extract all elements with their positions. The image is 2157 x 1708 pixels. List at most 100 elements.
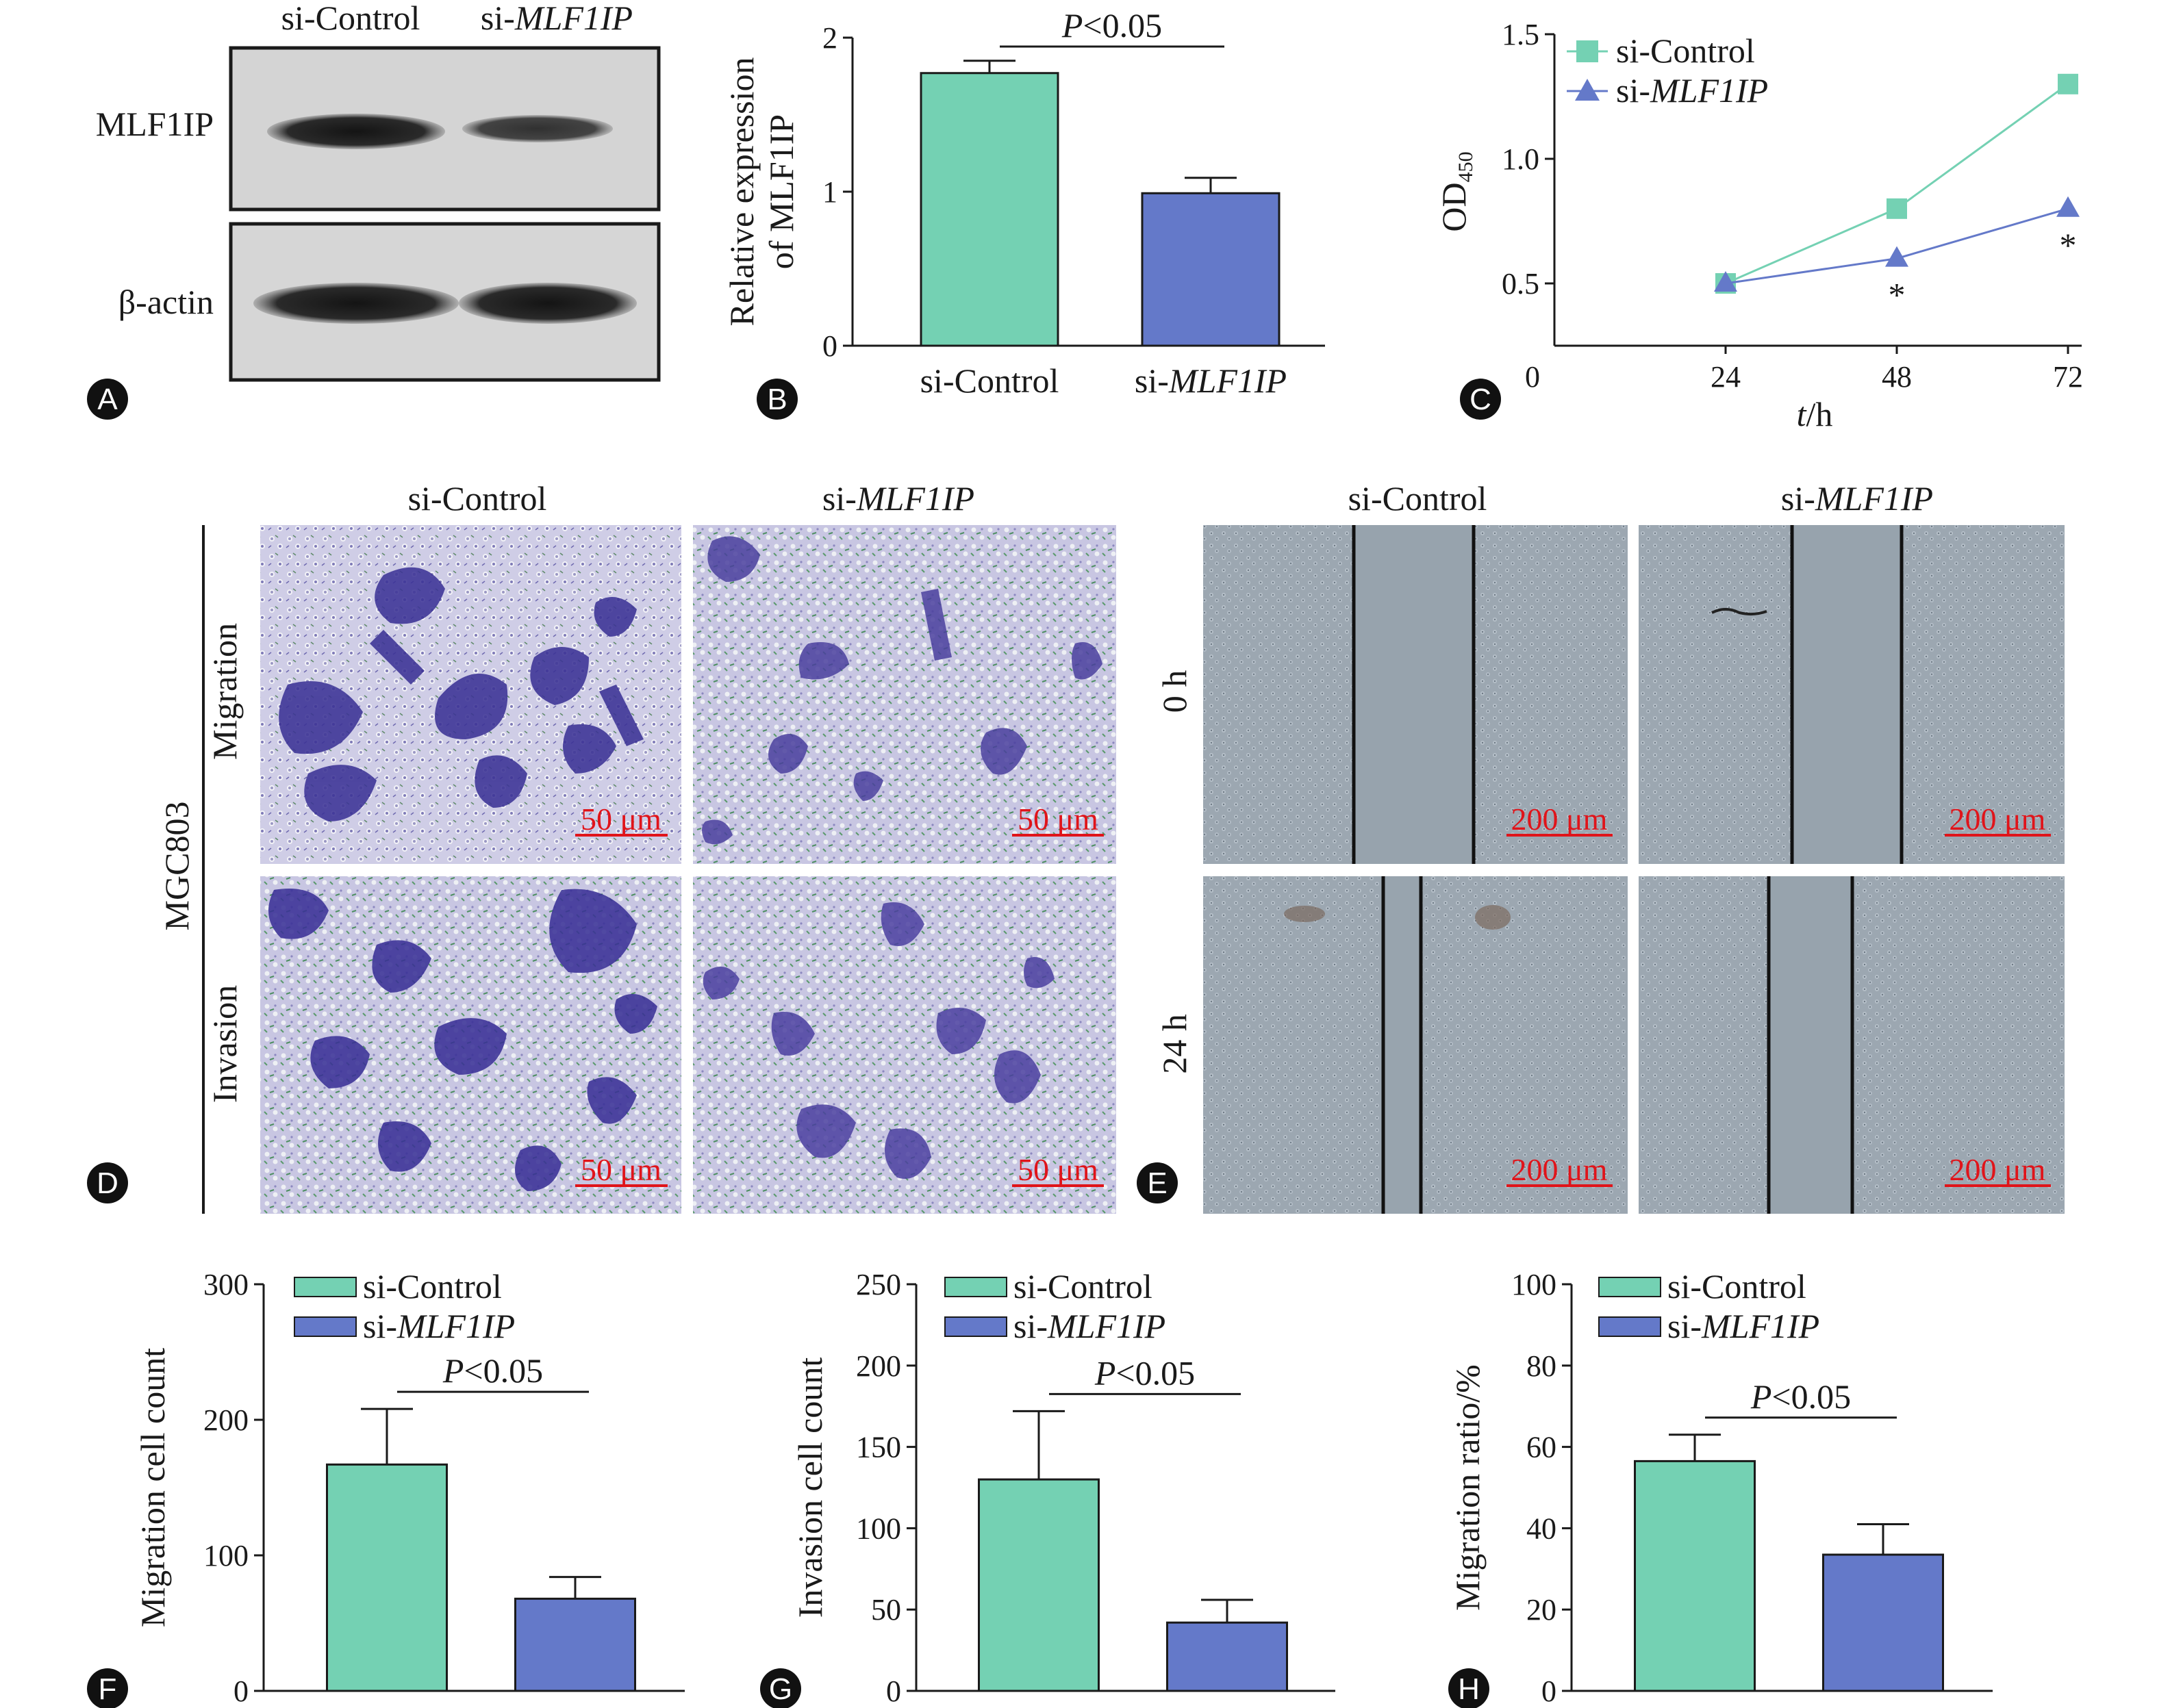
scale-label: 50 μm xyxy=(1018,802,1098,837)
panel-letter-circle xyxy=(87,1668,128,1708)
panel-d-transwell: si-Control si-MLF1IP MGC803 Migration In… xyxy=(87,479,1116,1214)
legend-label: si-MLF1IP xyxy=(1616,71,1768,110)
panel-letter-text: H xyxy=(1458,1672,1480,1706)
legend-label: si-MLF1IP xyxy=(1667,1307,1819,1345)
scale-label: 50 μm xyxy=(1018,1152,1098,1187)
legend-label: si-Control xyxy=(1616,31,1755,70)
wound-image-0h-control: 200 μm xyxy=(1203,525,1628,864)
panel-letter-text: C xyxy=(1469,383,1491,416)
blot-band-knockdown-mlf1ip xyxy=(462,115,613,142)
transwell-row-invasion-label: Invasion xyxy=(205,985,244,1103)
y-tick-label: 1.5 xyxy=(1502,18,1539,51)
category-label: si-MLF1IP xyxy=(1135,361,1287,400)
bar-control xyxy=(326,1463,448,1692)
y-tick-label: 2 xyxy=(822,21,837,55)
data-point-square xyxy=(1887,198,1907,219)
x-tick-label: 48 xyxy=(1882,360,1912,394)
legend-swatch xyxy=(944,1316,1007,1337)
panel-letter-circle xyxy=(757,379,798,420)
bar-knockdown xyxy=(514,1597,636,1692)
bar-control xyxy=(1634,1460,1756,1692)
bar-control xyxy=(978,1478,1100,1692)
scale-label: 200 μm xyxy=(1950,1152,2046,1187)
transwell-image-invasion-knockdown: 50 μm xyxy=(693,876,1116,1214)
legend-swatch xyxy=(294,1316,357,1337)
legend-label: si-MLF1IP xyxy=(363,1307,515,1345)
y-axis-label: Migration cell count xyxy=(134,1348,172,1627)
wound-row-24h-label: 24 h xyxy=(1155,1014,1194,1074)
wound-col-control-label: si-Control xyxy=(1348,479,1487,518)
blot-row-actin-label: β-actin xyxy=(118,283,214,321)
panel-h-migration-ratio-chart: 0 20 40 60 80 100 Migration ratio/% P<0.05 si-Co… xyxy=(1448,1267,1993,1708)
legend-label: si-Control xyxy=(1667,1267,1806,1305)
panel-letter-text: F xyxy=(99,1672,117,1706)
legend-swatch xyxy=(1598,1316,1661,1337)
panel-e-wound-healing: si-Control si-MLF1IP 0 h 24 h 200 μm 200… xyxy=(1137,479,2065,1214)
y-tick-label: 80 xyxy=(1526,1349,1556,1383)
legend-triangle-marker xyxy=(1575,79,1600,101)
bar-knockdown xyxy=(1822,1553,1944,1692)
panel-b-expression-chart: 0 1 2 si-Control si-MLF1IP Relative expressio… xyxy=(722,6,1325,420)
wound-image-24h-control: 200 μm xyxy=(1203,876,1628,1214)
x-tick-label: 24 xyxy=(1711,360,1741,394)
panel-f-migration-count-chart: 0 100 200 300 Migration cell count P<0.05 si-C… xyxy=(87,1267,685,1708)
cell-line-label: MGC803 xyxy=(157,802,196,931)
category-label: si-Control xyxy=(920,361,1059,400)
y-tick-label: 100 xyxy=(856,1512,901,1545)
y-tick-label: 60 xyxy=(1526,1431,1556,1464)
panel-letter-d xyxy=(87,1162,128,1203)
bar-knockdown xyxy=(1141,192,1281,347)
transwell-col-control-label: si-Control xyxy=(408,479,547,518)
panel-letter-a xyxy=(87,379,128,420)
y-tick-label: 0 xyxy=(822,329,837,363)
transwell-col-knockdown-label: si-MLF1IP xyxy=(822,479,974,518)
data-point-triangle xyxy=(1714,271,1737,292)
panel-letter-circle xyxy=(760,1668,801,1708)
blot-band-knockdown-actin xyxy=(459,283,637,324)
y-tick-label: 250 xyxy=(856,1268,901,1301)
data-point-square xyxy=(2058,73,2078,94)
legend-label: si-MLF1IP xyxy=(1013,1307,1165,1345)
y-tick-label: 100 xyxy=(203,1539,249,1572)
scale-label: 50 μm xyxy=(581,802,661,837)
panel-g-invasion-count-chart: 0 50 100 150 200 250 Invasion cell count P<0.05… xyxy=(760,1267,1335,1708)
x-tick-label: 72 xyxy=(2053,360,2083,394)
significance-asterisk: * xyxy=(2060,226,2077,264)
y-tick-label: 150 xyxy=(856,1431,901,1464)
y-tick-label: 200 xyxy=(203,1403,249,1437)
y-axis-label: Migration ratio/% xyxy=(1448,1364,1487,1611)
wound-row-0h-label: 0 h xyxy=(1155,670,1194,713)
significance-label: P<0.05 xyxy=(1094,1353,1195,1392)
scale-label: 200 μm xyxy=(1511,802,1608,837)
panel-a-western-blot: si-Control si-MLF1IP MLF1IP β-actin A xyxy=(87,0,661,420)
y-tick-label: 50 xyxy=(871,1593,901,1627)
significance-asterisk: * xyxy=(1889,276,1906,314)
legend-swatch xyxy=(294,1277,357,1297)
legend-label: si-Control xyxy=(1013,1267,1152,1305)
scale-label: 200 μm xyxy=(1511,1152,1608,1187)
panel-letter-circle xyxy=(1448,1668,1489,1708)
significance-label: P<0.05 xyxy=(442,1351,543,1390)
y-axis-label: OD450 xyxy=(1435,151,1477,231)
y-tick-label: 300 xyxy=(203,1268,249,1301)
blot-band-control-mlf1ip xyxy=(267,114,445,149)
y-axis-label: Invasion cell count xyxy=(791,1358,829,1618)
panel-letter-d-text: D xyxy=(97,1167,118,1200)
bar-control xyxy=(920,72,1059,347)
y-tick-label: 100 xyxy=(1511,1268,1556,1301)
y-tick-label: 0 xyxy=(234,1674,249,1708)
panel-letter-circle xyxy=(1460,379,1501,420)
y-tick-label: 40 xyxy=(1526,1512,1556,1545)
legend-swatch xyxy=(1598,1277,1661,1297)
y-tick-label: 0 xyxy=(1541,1674,1556,1708)
wound-image-0h-knockdown: 200 μm xyxy=(1639,525,2065,864)
data-point-triangle xyxy=(1885,246,1908,267)
origin-label: 0 xyxy=(1525,360,1540,394)
y-tick-label: 0 xyxy=(886,1674,901,1708)
transwell-image-migration-knockdown: 50 μm xyxy=(693,525,1116,864)
transwell-row-migration-label: Migration xyxy=(205,623,244,760)
transwell-image-invasion-control: 50 μm xyxy=(260,876,681,1214)
bar-knockdown xyxy=(1166,1621,1288,1692)
significance-label: P<0.05 xyxy=(1061,6,1162,44)
significance-label: P<0.05 xyxy=(1750,1377,1851,1416)
